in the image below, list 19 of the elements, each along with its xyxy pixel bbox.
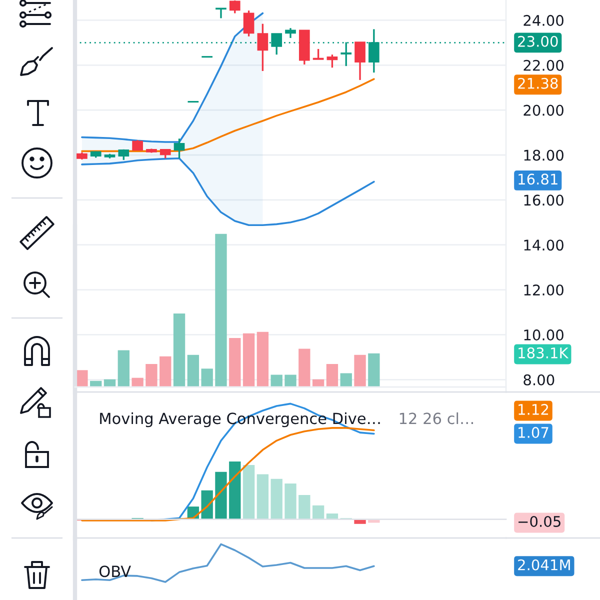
chart-subtitle: 12 26 cl… [400, 412, 474, 424]
y-tick-label: 10.00 [524, 329, 564, 340]
text: 183.1K [518, 347, 569, 358]
y-tick-label: 12.00 [524, 284, 564, 296]
text: −0.05 [518, 516, 560, 527]
ref-line-label: 23.00 [518, 36, 558, 47]
y-tick-label: 18.00 [524, 150, 564, 161]
y-tick-label: 16.00 [524, 194, 564, 206]
y-tick-label: 20.00 [524, 104, 564, 116]
text: 16.81 [518, 174, 558, 185]
y-tick-label: 22.00 [524, 60, 564, 71]
text: 1.07 [518, 426, 548, 438]
text: OBV [99, 566, 131, 578]
text: 21.38 [518, 78, 558, 89]
y-tick-label: 14.00 [524, 240, 564, 251]
text: 1.12 [518, 404, 548, 415]
y-tick-label: 8.00 [524, 374, 554, 386]
y-tick-label: 24.00 [524, 14, 564, 26]
text: 2.041M [518, 559, 570, 570]
